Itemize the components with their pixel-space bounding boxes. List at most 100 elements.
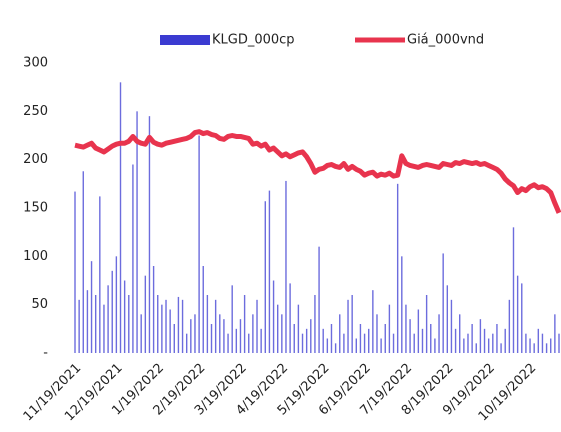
bar xyxy=(231,285,233,353)
bar xyxy=(409,319,411,353)
bar xyxy=(492,333,494,353)
bar xyxy=(512,227,515,353)
bar xyxy=(504,328,506,353)
bar xyxy=(525,333,527,353)
bar xyxy=(82,171,84,353)
bar xyxy=(545,343,548,353)
bar xyxy=(272,280,275,353)
bar xyxy=(194,314,196,353)
bar xyxy=(227,333,229,353)
price-line xyxy=(74,129,561,214)
bar xyxy=(339,314,341,353)
bar xyxy=(289,283,291,353)
bar xyxy=(103,304,105,353)
bar xyxy=(281,314,283,353)
legend-label: KLGD_000cp xyxy=(212,33,295,48)
bar xyxy=(119,82,122,353)
bar xyxy=(438,314,440,353)
bar xyxy=(355,338,357,353)
bar xyxy=(363,333,366,353)
legend-swatch xyxy=(160,35,210,45)
bar xyxy=(434,338,436,353)
bar xyxy=(467,333,469,353)
bar xyxy=(301,333,304,353)
bar xyxy=(210,324,213,353)
bar xyxy=(297,304,300,353)
bar xyxy=(430,324,432,353)
bar xyxy=(185,333,188,353)
bar xyxy=(190,319,192,353)
bar xyxy=(368,328,370,353)
bar xyxy=(198,135,200,353)
bar xyxy=(165,299,167,353)
bar xyxy=(148,116,151,354)
bar xyxy=(376,314,378,353)
bar xyxy=(537,328,540,353)
bar xyxy=(388,304,391,353)
bar xyxy=(260,328,262,353)
y-tick-label: 250 xyxy=(23,104,48,119)
bar xyxy=(206,295,209,353)
bar xyxy=(173,324,175,353)
bar xyxy=(94,295,97,353)
bar xyxy=(305,328,308,353)
bar xyxy=(380,338,382,353)
bar xyxy=(202,266,204,353)
bar xyxy=(425,295,428,353)
bar xyxy=(405,304,407,353)
bar xyxy=(330,324,333,353)
bar xyxy=(558,333,560,353)
bar xyxy=(252,314,254,353)
bar xyxy=(128,295,130,353)
bar xyxy=(463,338,465,353)
bar xyxy=(401,256,403,353)
bar xyxy=(487,338,490,353)
bar xyxy=(500,343,502,353)
legend-label: Giá_000vnd xyxy=(407,33,484,48)
bar xyxy=(256,299,258,353)
bar xyxy=(413,333,415,353)
bar xyxy=(223,319,225,353)
bar xyxy=(214,299,217,353)
bar xyxy=(529,338,531,353)
y-tick-label: 300 xyxy=(23,56,48,71)
bar xyxy=(219,314,221,353)
bar xyxy=(99,196,101,353)
bar xyxy=(471,324,473,353)
y-tick-label: 50 xyxy=(31,297,48,312)
bar xyxy=(144,275,147,353)
bar xyxy=(314,295,316,353)
bar xyxy=(372,290,374,353)
bar xyxy=(384,324,386,353)
y-tick-label: 150 xyxy=(23,201,48,216)
bar xyxy=(496,324,498,353)
bar xyxy=(541,333,544,353)
bar xyxy=(359,324,362,353)
bar xyxy=(239,319,242,353)
y-tick-label: 200 xyxy=(23,152,48,167)
bar xyxy=(554,314,556,353)
bar xyxy=(248,333,250,353)
bar xyxy=(450,299,453,353)
bar xyxy=(454,328,457,353)
bar xyxy=(264,201,266,353)
bar xyxy=(326,338,329,353)
bar xyxy=(421,328,424,353)
bar xyxy=(322,328,324,353)
bar xyxy=(140,314,142,353)
bar xyxy=(343,333,345,353)
bar xyxy=(442,253,444,353)
bar xyxy=(347,299,349,353)
bar xyxy=(86,290,89,353)
bar xyxy=(123,280,126,353)
bar xyxy=(90,261,93,353)
bar xyxy=(351,295,353,353)
bar xyxy=(136,111,138,353)
bar xyxy=(74,191,76,353)
bar xyxy=(107,285,109,353)
bar xyxy=(521,283,523,353)
bar xyxy=(508,299,511,353)
bar xyxy=(78,299,80,353)
bar xyxy=(459,314,461,353)
bar xyxy=(177,296,180,353)
